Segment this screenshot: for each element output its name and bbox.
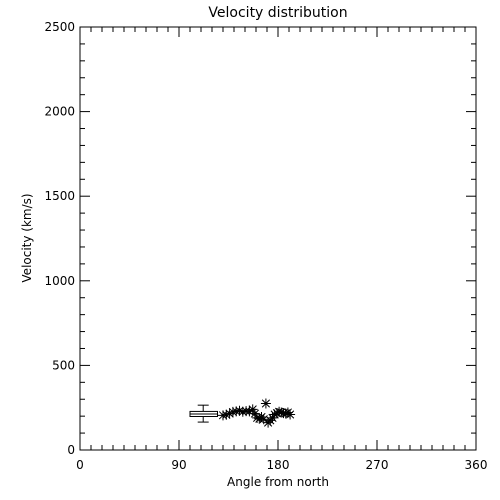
data-point	[271, 408, 282, 419]
data-point	[260, 398, 271, 409]
data-points	[218, 398, 296, 428]
velocity-boxplot	[189, 404, 218, 423]
data-point	[247, 404, 258, 415]
data-point	[231, 406, 242, 417]
y-tick-label: 1500	[44, 189, 75, 203]
data-point	[285, 409, 296, 420]
y-tick-label: 2000	[44, 105, 75, 119]
data-point	[227, 406, 238, 417]
data-point	[276, 407, 287, 418]
y-axis-label: Velocity (km/s)	[20, 193, 34, 282]
data-point	[224, 408, 235, 419]
data-point	[269, 409, 280, 420]
data-point	[249, 408, 260, 419]
data-point	[244, 406, 255, 417]
data-point	[221, 409, 232, 420]
data-point	[218, 410, 228, 421]
y-tick-label: 500	[52, 358, 75, 372]
data-point	[267, 412, 278, 423]
data-point	[234, 405, 245, 416]
y-tick-label: 1000	[44, 274, 75, 288]
data-point	[252, 412, 263, 423]
y-tick-label: 0	[67, 443, 75, 457]
data-point	[237, 406, 248, 417]
chart-title: Velocity distribution	[208, 5, 347, 21]
data-point	[274, 406, 285, 417]
x-axis-label: Angle from north	[227, 475, 329, 489]
x-tick-label: 270	[366, 458, 389, 472]
x-tick-label: 180	[267, 458, 290, 472]
y-tick-label: 2500	[44, 20, 75, 34]
x-tick-label: 90	[171, 458, 186, 472]
axes: 0 90 180 270 360 0 500 1000 1500 2000 2500	[44, 20, 487, 472]
plot-frame	[79, 26, 477, 451]
x-tick-label: 360	[465, 458, 488, 472]
x-tick-label: 0	[76, 458, 84, 472]
data-point	[280, 408, 291, 419]
data-point	[258, 414, 269, 425]
